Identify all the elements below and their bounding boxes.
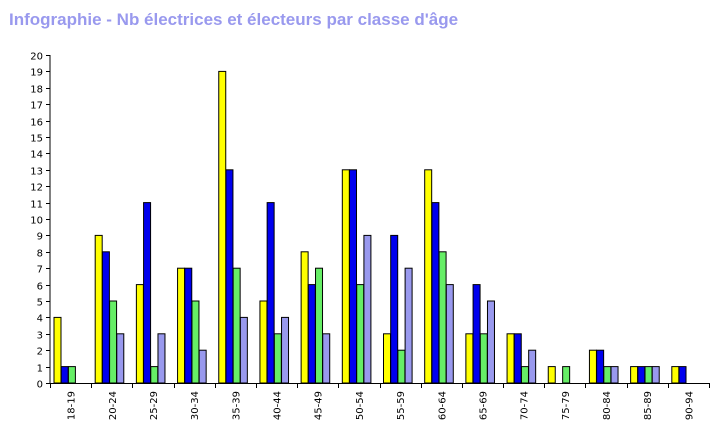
x-tick-label: 70-74 (520, 391, 531, 420)
bar (281, 316, 290, 384)
y-tick-label: 6 (37, 282, 43, 293)
bar (465, 333, 474, 384)
y-tick-label: 0 (37, 380, 43, 391)
bar (157, 333, 166, 384)
y-tick-label: 14 (30, 150, 43, 161)
x-tick-label: 65-69 (478, 391, 489, 420)
bar (671, 366, 680, 384)
bar (431, 202, 440, 384)
y-tick-label: 5 (37, 298, 43, 309)
bar (341, 169, 350, 384)
bar (603, 366, 612, 384)
x-tick-label: 90-94 (684, 391, 695, 420)
bar (109, 300, 118, 384)
y-tick-label: 20 (30, 52, 43, 63)
bar (94, 234, 103, 384)
chart-title: Infographie - Nb électrices et électeurs… (9, 10, 459, 29)
x-tick-label: 35-39 (231, 391, 242, 420)
bar (486, 300, 495, 384)
x-tick-label: 85-89 (643, 391, 654, 420)
bar (101, 251, 110, 384)
bar (191, 300, 200, 384)
y-tick-label: 9 (37, 232, 43, 243)
y-tick-label: 1 (37, 364, 43, 375)
bar (60, 366, 69, 384)
bar (445, 284, 454, 384)
bar (637, 366, 646, 384)
bar (610, 366, 619, 384)
bar (630, 366, 639, 384)
y-tick-label: 10 (30, 216, 43, 227)
y-tick-label: 2 (37, 347, 43, 358)
bar (259, 300, 268, 384)
y-tick-label: 19 (30, 68, 43, 79)
bar (438, 251, 447, 384)
bar (177, 267, 186, 384)
y-tick-label: 8 (37, 249, 43, 260)
bar (651, 366, 660, 384)
x-tick-label: 50-54 (355, 391, 366, 420)
bar (513, 333, 522, 384)
bar (520, 366, 529, 384)
y-tick-label: 15 (30, 134, 43, 145)
bar (562, 366, 571, 384)
y-tick-label: 4 (37, 314, 43, 325)
bar (67, 366, 76, 384)
y-tick-label: 7 (37, 265, 43, 276)
bar (143, 202, 152, 384)
bar (322, 333, 331, 384)
bar (239, 316, 248, 384)
bar (479, 333, 488, 384)
y-tick-label: 17 (30, 101, 43, 112)
x-tick-label: 55-59 (396, 391, 407, 420)
bar (150, 366, 159, 384)
bar (349, 169, 358, 384)
bar (528, 349, 537, 384)
y-tick-label: 13 (30, 167, 43, 178)
bar (596, 349, 605, 384)
x-tick-label: 60-64 (437, 391, 448, 420)
x-tick-label: 40-44 (273, 391, 284, 420)
bar (225, 169, 234, 384)
x-tick-label: 18-19 (67, 391, 78, 420)
bar (404, 267, 413, 384)
bar (363, 234, 372, 384)
bar (184, 267, 193, 384)
x-tick-label: 25-29 (149, 391, 160, 420)
bar (300, 251, 309, 384)
y-tick-label: 3 (37, 331, 43, 342)
bar (506, 333, 515, 384)
bar (53, 316, 62, 384)
bar (678, 366, 687, 384)
x-tick-label: 80-84 (602, 391, 613, 420)
bar (135, 284, 144, 384)
y-tick-label: 18 (30, 85, 43, 96)
x-tick-label: 45-49 (314, 391, 325, 420)
y-tick-label: 11 (30, 200, 43, 211)
bar (644, 366, 653, 384)
bar (383, 333, 391, 384)
bar (588, 349, 597, 384)
y-tick-label: 12 (30, 183, 43, 194)
bar (273, 333, 282, 384)
x-tick-label: 20-24 (108, 391, 119, 420)
x-tick-label: 75-79 (561, 391, 572, 420)
bar (218, 70, 227, 384)
bar (547, 366, 556, 384)
bar (116, 333, 125, 384)
bar (397, 349, 406, 384)
x-tick-label: 30-34 (190, 391, 201, 420)
bar (315, 267, 324, 384)
bar (198, 349, 207, 384)
bar (356, 284, 365, 384)
bar (307, 284, 316, 384)
bar (472, 284, 481, 384)
bar (390, 234, 399, 384)
y-tick-label: 16 (30, 118, 43, 129)
bar (232, 267, 241, 384)
bar (266, 202, 275, 384)
bar (424, 169, 433, 384)
